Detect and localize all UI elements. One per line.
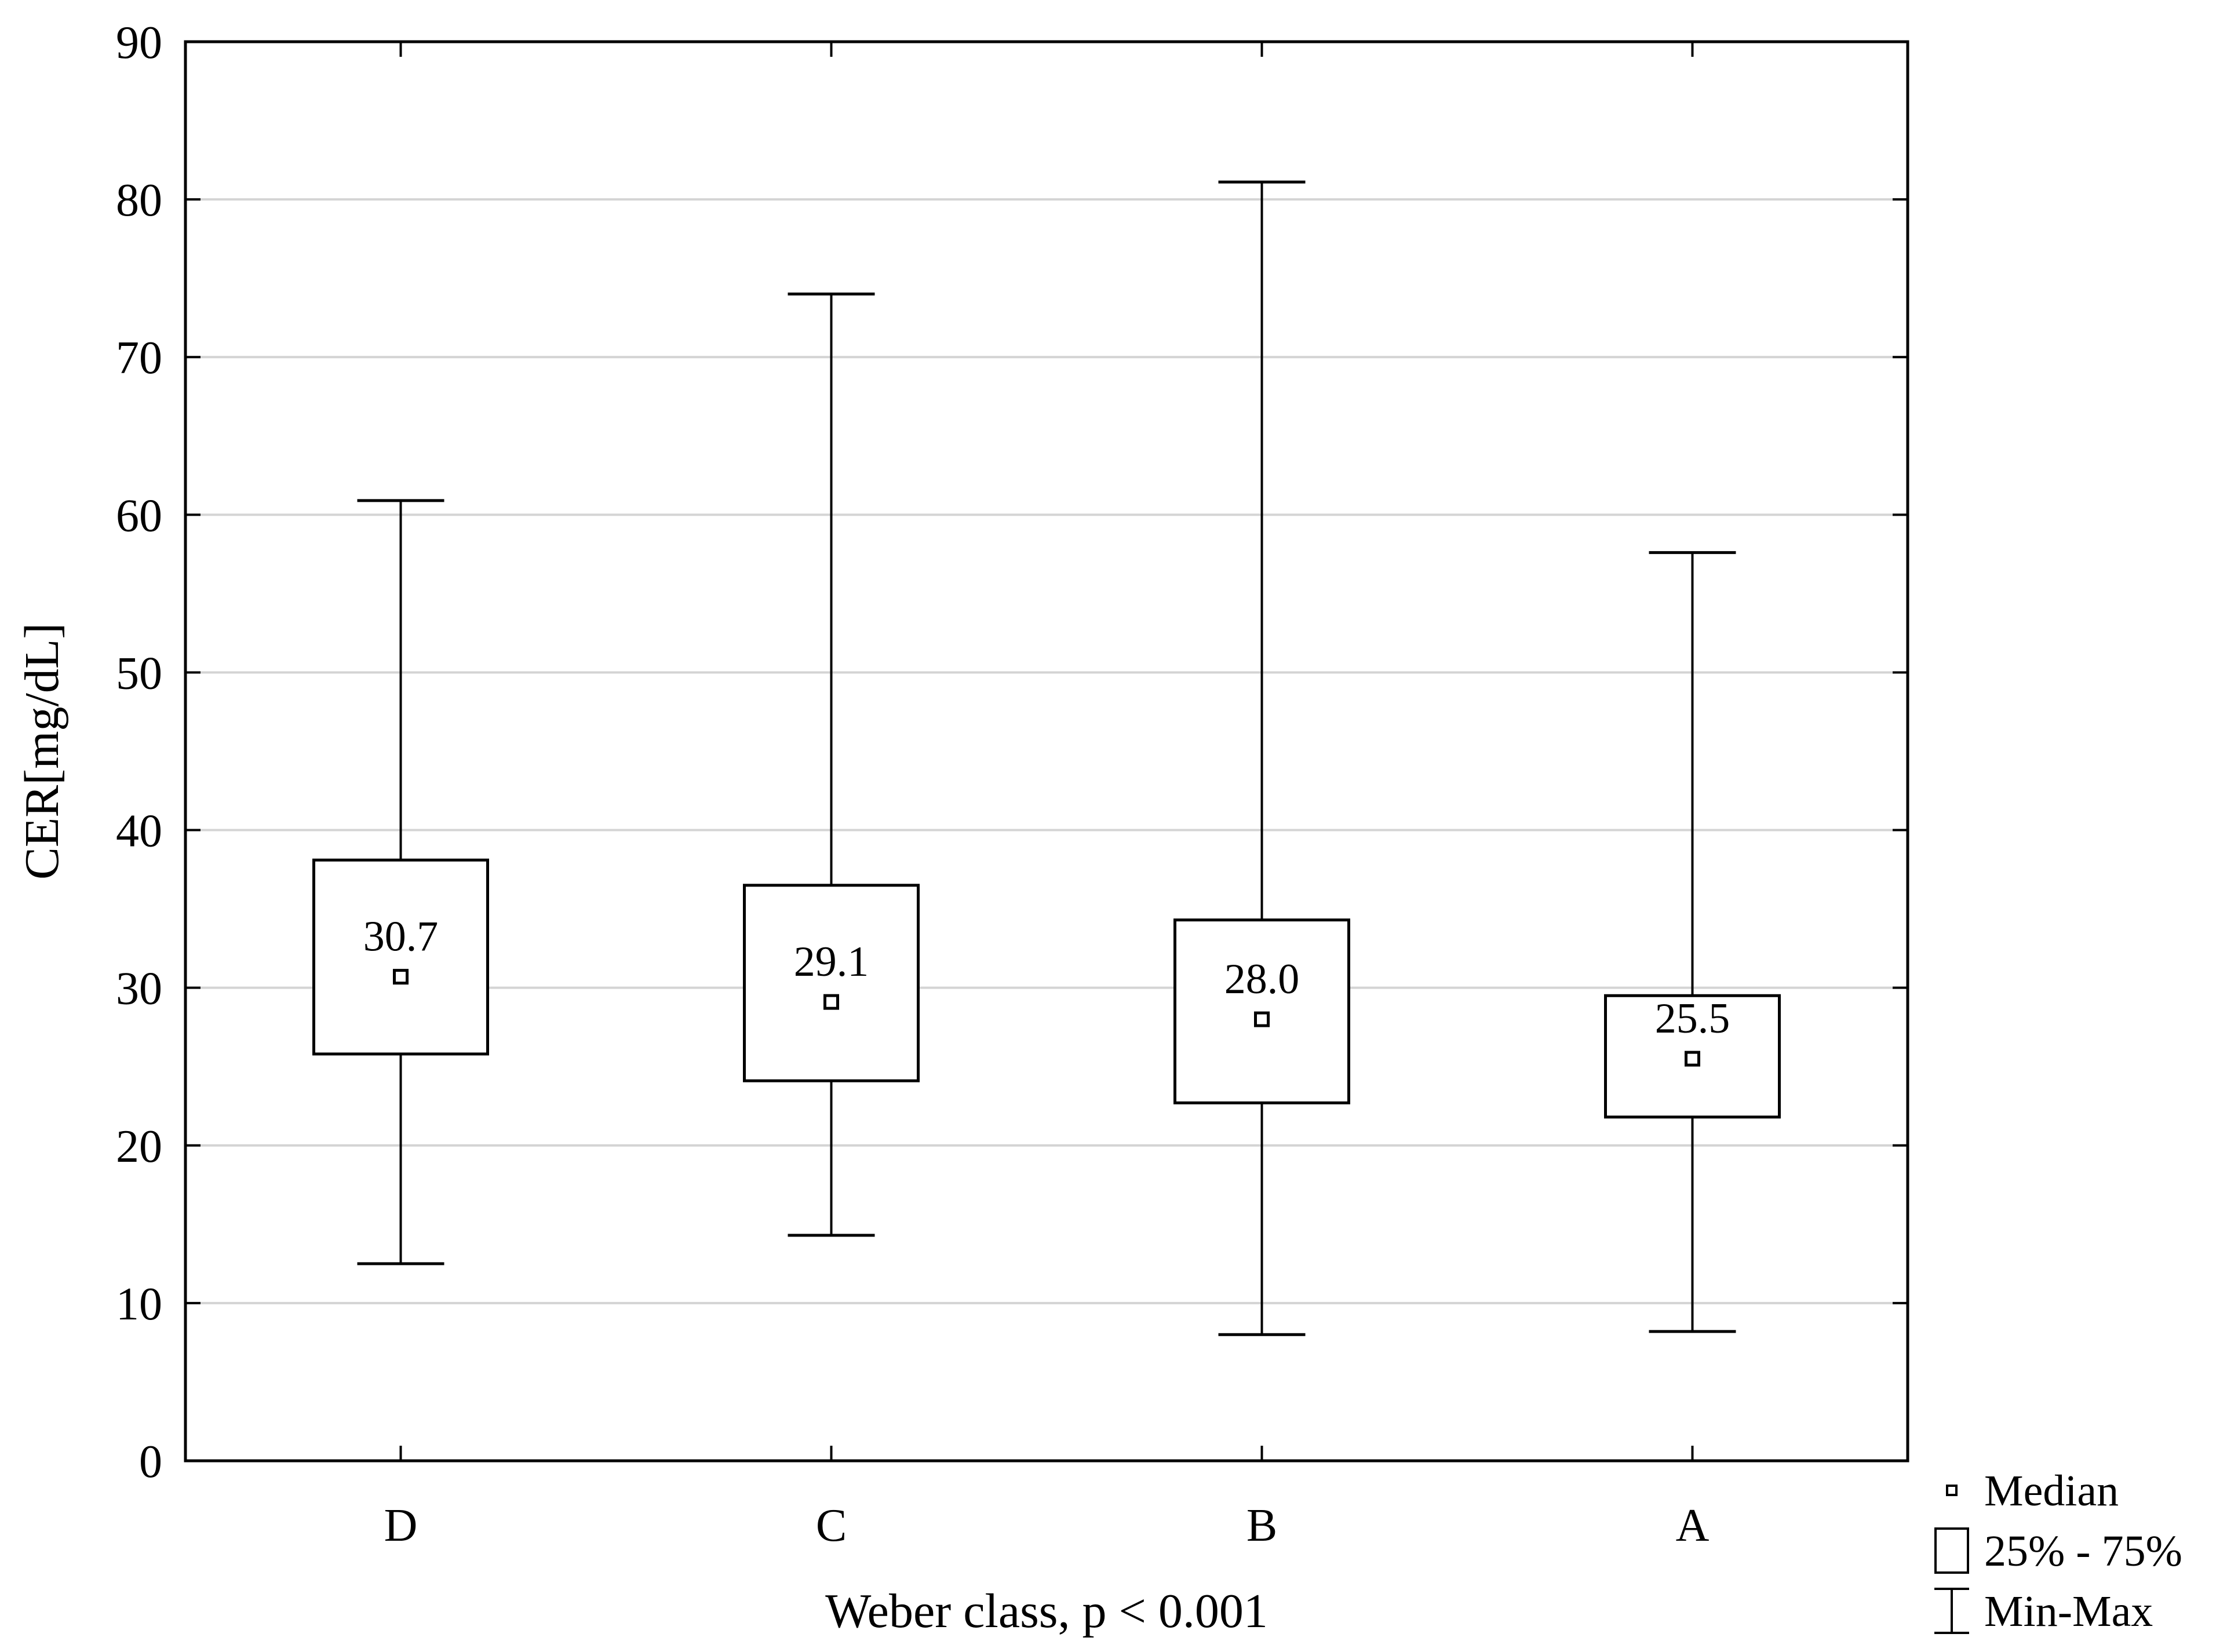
grid-lines [185, 198, 1908, 1304]
plot-frame [184, 40, 1909, 1463]
box-a: 25.5 [1604, 551, 1781, 1333]
median-marker [1254, 1011, 1270, 1027]
median-marker [1685, 1051, 1700, 1067]
legend-box-icon [1934, 1527, 1969, 1574]
iqr-box [1173, 918, 1350, 1104]
legend-item-whisker: Min-Max [1934, 1587, 2153, 1636]
box-b: 28.0 [1173, 180, 1350, 1336]
y-tick-label: 10 [116, 1279, 162, 1330]
median-label: 29.1 [794, 938, 869, 986]
y-tick-label: 60 [116, 490, 162, 541]
y-tick-label: 70 [116, 333, 162, 384]
median-marker [393, 969, 409, 985]
median-label: 25.5 [1655, 995, 1730, 1042]
y-tick-label: 40 [116, 806, 162, 857]
y-tick-label: 90 [116, 17, 162, 68]
box-d: 30.7 [312, 499, 489, 1266]
box-c: 29.1 [743, 292, 920, 1237]
x-tick-label: B [1246, 1500, 1277, 1551]
iqr-box [312, 858, 489, 1056]
x-tick-label: A [1676, 1500, 1710, 1551]
median-marker [823, 994, 839, 1010]
median-label: 30.7 [363, 913, 439, 961]
legend-item-box: 25% - 75% [1934, 1527, 2182, 1576]
y-axis-title: CER[mg/dL] [15, 623, 69, 880]
legend-median-icon [1946, 1485, 1958, 1496]
legend-item-median: Median [1946, 1467, 2119, 1515]
y-tick-label: 0 [139, 1436, 162, 1487]
boxes: 30.7 29.1 28.0 25.5 [312, 180, 1781, 1336]
y-tick-label: 80 [116, 175, 162, 226]
x-tick-label: C [816, 1500, 847, 1551]
iqr-box [1604, 994, 1781, 1119]
legend-label: Min-Max [1984, 1587, 2153, 1636]
y-tick-label: 20 [116, 1121, 162, 1172]
median-label: 28.0 [1224, 956, 1300, 1003]
axis-ticks: 0 10 20 30 40 50 60 70 80 90 D C B A [116, 17, 1908, 1551]
legend-label: 25% - 75% [1984, 1527, 2182, 1576]
y-tick-label: 50 [116, 648, 162, 699]
legend-label: Median [1984, 1467, 2119, 1515]
x-axis-title: Weber class, p < 0.001 [825, 1584, 1268, 1638]
y-tick-label: 30 [116, 964, 162, 1015]
x-tick-label: D [384, 1500, 418, 1551]
legend: Median 25% - 75% Min-Max [1934, 1467, 2182, 1636]
iqr-box [743, 884, 920, 1082]
